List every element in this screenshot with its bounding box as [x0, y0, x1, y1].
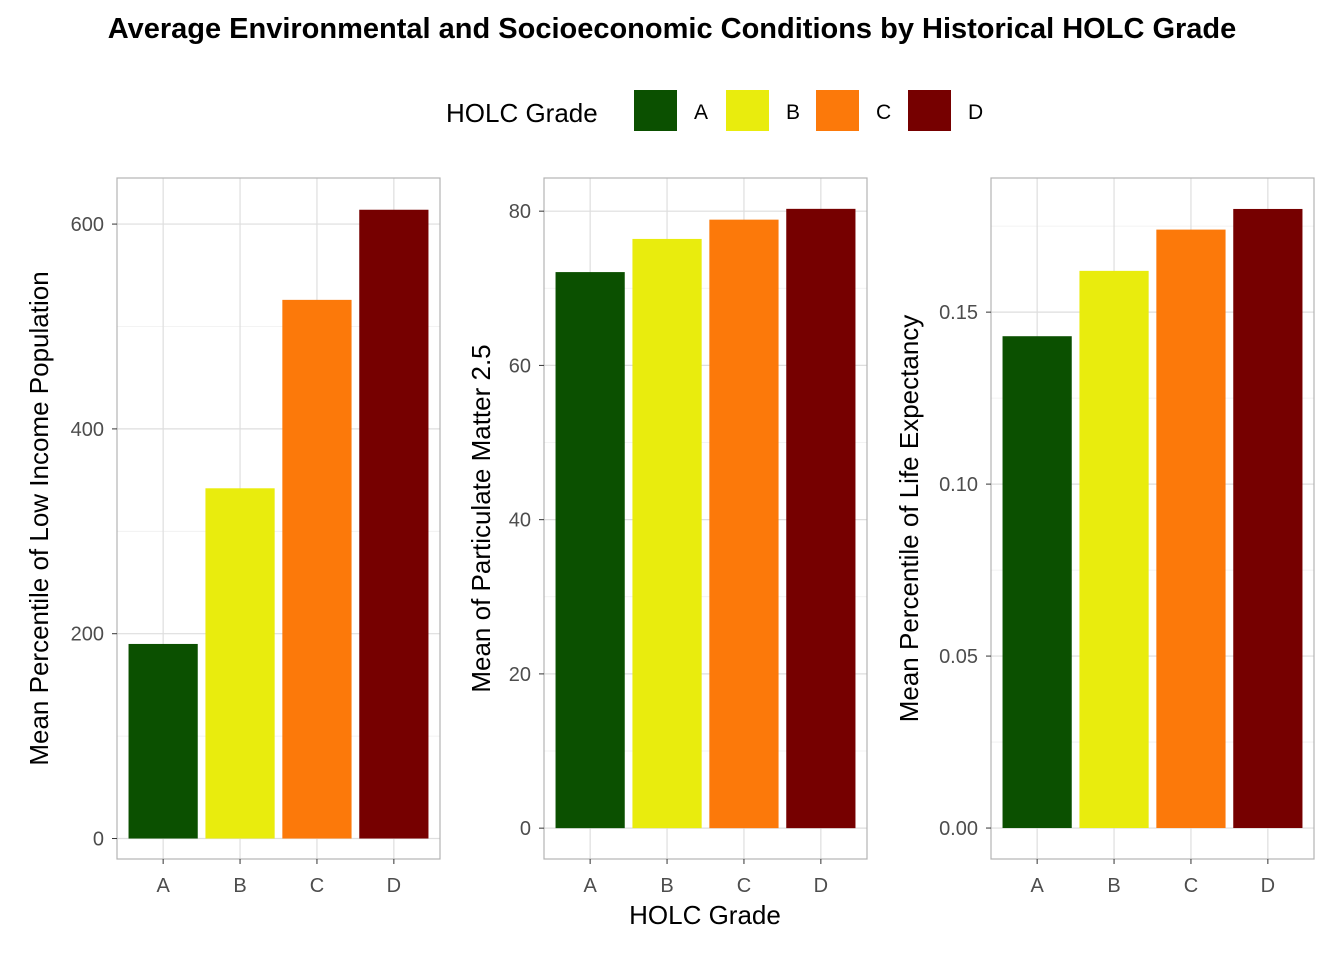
- bar-b: [632, 238, 702, 829]
- x-tick-label: A: [1030, 875, 1044, 897]
- legend-label-d: D: [968, 101, 983, 124]
- x-tick-label: D: [387, 875, 401, 897]
- y-tick-label: 0: [93, 829, 104, 851]
- legend-label-a: A: [694, 101, 708, 124]
- legend-key-a: [634, 90, 677, 131]
- y-tick-label: 600: [71, 214, 104, 236]
- y-tick-label: 0.00: [939, 818, 978, 840]
- legend-key-b: [726, 90, 769, 131]
- y-axis-title: Mean Percentile of Life Expectancy: [894, 315, 924, 723]
- x-tick-label: C: [310, 875, 324, 897]
- bar-a: [1002, 336, 1072, 829]
- bar-d: [1233, 208, 1303, 829]
- legend: HOLC Grade A B C D: [446, 90, 983, 131]
- panel-3: 0.00 0.05 0.10 0.15 A B C D Mean Percentile of L…: [894, 177, 1315, 897]
- legend-title: HOLC Grade: [446, 98, 598, 128]
- chart-title: Average Environmental and Socioeconomic …: [108, 13, 1237, 45]
- x-tick-label: C: [737, 875, 751, 897]
- x-tick-label: C: [1184, 875, 1198, 897]
- panel-1: 0 200 400 600 A B C D Mean Percentile of Low Inc…: [24, 177, 441, 897]
- x-tick-label: B: [233, 875, 246, 897]
- x-tick-label: B: [1107, 875, 1120, 897]
- x-axis-title: HOLC Grade: [629, 900, 781, 930]
- bar-d: [359, 209, 429, 839]
- legend-label-b: B: [786, 101, 800, 124]
- y-axis-title: Mean Percentile of Low Income Population: [24, 271, 54, 765]
- x-tick-label: B: [660, 875, 673, 897]
- panel-border: [543, 177, 868, 860]
- bar-a: [128, 643, 198, 839]
- bar-c: [282, 299, 352, 839]
- bar-a: [555, 272, 625, 829]
- y-tick-label: 400: [71, 419, 104, 441]
- y-tick-label: 80: [509, 201, 531, 223]
- x-tick-label: A: [583, 875, 597, 897]
- x-tick-label: D: [1261, 875, 1275, 897]
- bar-b: [1079, 270, 1149, 829]
- panel-border: [116, 177, 441, 860]
- bar-c: [709, 219, 779, 829]
- y-tick-label: 60: [509, 355, 531, 377]
- y-axis-title: Mean of Particulate Matter 2.5: [466, 344, 496, 692]
- y-tick-label: 200: [71, 624, 104, 646]
- legend-key-d: [908, 90, 951, 131]
- x-tick-label: D: [814, 875, 828, 897]
- bar-d: [786, 208, 856, 829]
- legend-key-c: [816, 90, 859, 131]
- bar-b: [205, 488, 275, 839]
- y-tick-label: 20: [509, 664, 531, 686]
- y-tick-label: 0.05: [939, 646, 978, 668]
- x-tick-label: A: [156, 875, 170, 897]
- y-tick-label: 0.10: [939, 474, 978, 496]
- y-tick-label: 0: [520, 818, 531, 840]
- panel-border: [990, 177, 1315, 860]
- panel-2: 0 20 40 60 80 A B C D Mean of Particulate Matter …: [466, 177, 868, 897]
- y-tick-label: 40: [509, 510, 531, 532]
- legend-label-c: C: [876, 101, 891, 124]
- bar-c: [1156, 229, 1226, 829]
- y-tick-label: 0.15: [939, 302, 978, 324]
